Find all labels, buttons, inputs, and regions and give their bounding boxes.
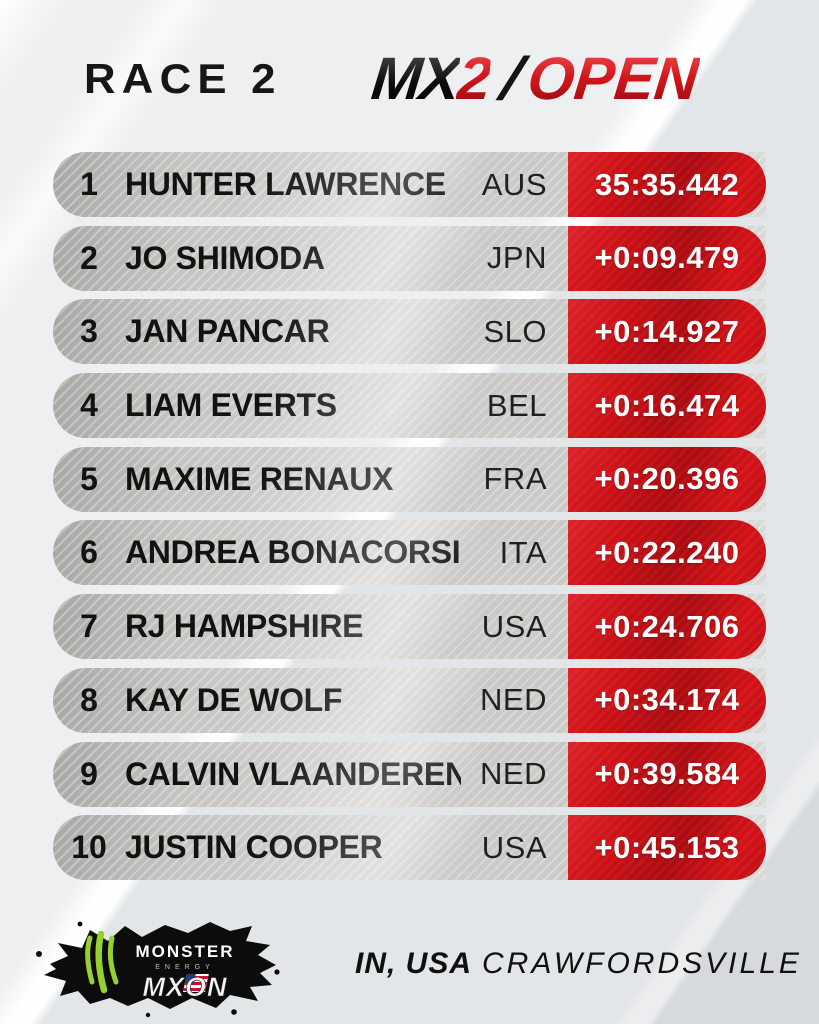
location-city: CRAWFORDSVILLE xyxy=(482,947,802,980)
time-badge: +0:24.706 xyxy=(568,594,766,660)
results-list: 1 HUNTER LAWRENCE AUS 35:35.442 2 JO SHI… xyxy=(53,152,766,889)
result-row: 2 JO SHIMODA JPN +0:09.479 xyxy=(53,225,766,291)
position-number: 1 xyxy=(80,166,98,202)
splatter-dot xyxy=(145,1012,151,1018)
time-badge: +0:34.174 xyxy=(568,667,766,733)
location-region: IN, USA xyxy=(355,947,473,980)
position-number: 2 xyxy=(80,239,98,276)
result-row: 7 RJ HAMPSHIRE USA +0:24.706 xyxy=(53,594,766,660)
position-number: 5 xyxy=(80,460,98,497)
result-row: 10 JUSTIN COOPER USA +0:45.153 xyxy=(53,815,766,881)
logo-open-text: OPEN xyxy=(524,45,702,112)
result-row: 5 MAXIME RENAUX FRA +0:20.396 xyxy=(53,446,766,512)
event-location: IN, USA CRAWFORDSVILLE xyxy=(355,947,802,981)
position-number: 7 xyxy=(80,608,98,645)
rider-name: LIAM EVERTS xyxy=(125,387,337,424)
us-flag-accent xyxy=(182,974,209,992)
country-code: JPN xyxy=(486,240,547,276)
time-badge: +0:14.927 xyxy=(568,299,766,365)
splatter-dot xyxy=(274,969,280,975)
logo-slash-text: / xyxy=(495,45,527,112)
time-badge: +0:39.584 xyxy=(568,741,766,807)
splatter-dot xyxy=(36,951,42,957)
rider-name: MAXIME RENAUX xyxy=(125,460,394,497)
mxon-wordmark: MXON xyxy=(143,972,228,1002)
rider-name: JUSTIN COOPER xyxy=(125,829,383,866)
country-code: AUS xyxy=(481,166,547,202)
country-code: USA xyxy=(481,608,547,644)
time-badge: +0:20.396 xyxy=(568,446,766,512)
result-row: 1 HUNTER LAWRENCE AUS 35:35.442 xyxy=(53,152,766,217)
time-badge: +0:45.153 xyxy=(568,815,766,881)
monster-claw-icon xyxy=(85,930,119,994)
position-number: 9 xyxy=(80,755,98,792)
country-code: ITA xyxy=(499,534,547,570)
result-row: 4 LIAM EVERTS BEL +0:16.474 xyxy=(53,373,766,439)
rider-name: CALVIN VLAANDEREN xyxy=(125,755,461,792)
result-row: 8 KAY DE WOLF NED +0:34.174 xyxy=(53,667,766,733)
mx2-open-logo: MX2/OPEN xyxy=(368,44,795,113)
country-code: NED xyxy=(480,682,547,718)
position-number: 3 xyxy=(80,313,98,350)
logo-2-text: 2 xyxy=(454,45,493,112)
country-code: FRA xyxy=(483,461,547,497)
rider-name: HUNTER LAWRENCE xyxy=(125,166,446,202)
position-number: 4 xyxy=(80,387,98,424)
country-code: NED xyxy=(480,756,547,791)
time-badge: +0:09.479 xyxy=(568,225,766,291)
rider-name: KAY DE WOLF xyxy=(125,681,343,718)
monster-mxon-logo: MONSTER ENERGY MXON xyxy=(36,921,280,1018)
country-code: SLO xyxy=(483,313,547,349)
position-number: 6 xyxy=(80,534,98,571)
country-code: BEL xyxy=(486,387,547,423)
race-title: RACE 2 xyxy=(84,55,282,102)
result-row: 9 CALVIN VLAANDEREN NED +0:39.584 xyxy=(53,741,766,807)
time-badge: 35:35.442 xyxy=(568,152,766,217)
time-badge: +0:16.474 xyxy=(568,373,766,439)
rider-name: ANDREA BONACORSI xyxy=(125,534,461,571)
rider-name: JO SHIMODA xyxy=(125,239,325,276)
rider-name: RJ HAMPSHIRE xyxy=(125,608,364,645)
time-badge: +0:22.240 xyxy=(568,520,766,586)
position-number: 8 xyxy=(80,681,98,718)
monster-wordmark: MONSTER xyxy=(136,942,235,961)
result-row: 6 ANDREA BONACORSI ITA +0:22.240 xyxy=(53,520,766,586)
rider-name: JAN PANCAR xyxy=(125,313,330,350)
logo-mx-text: MX xyxy=(368,45,462,112)
splatter-dot xyxy=(77,921,83,927)
energy-wordmark: ENERGY xyxy=(155,964,215,971)
position-number: 10 xyxy=(71,829,107,866)
result-row: 3 JAN PANCAR SLO +0:14.927 xyxy=(53,299,766,365)
country-code: USA xyxy=(481,829,547,865)
splatter-dot xyxy=(231,1009,237,1015)
